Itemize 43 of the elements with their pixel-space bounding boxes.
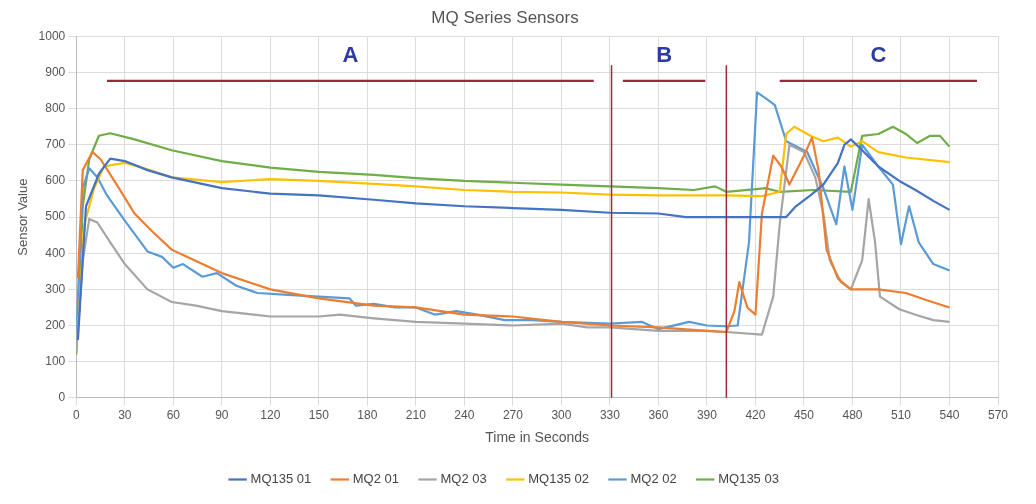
x-tick-label: 360: [648, 408, 669, 423]
legend-label: MQ135 01: [250, 471, 312, 487]
y-tick-label: 100: [45, 353, 66, 368]
y-tick-label: 500: [45, 209, 66, 224]
x-tick-label: 210: [405, 408, 427, 423]
x-tick-label: 180: [357, 408, 378, 423]
y-tick-label: 1000: [38, 28, 66, 43]
x-tick-label: 120: [260, 408, 281, 423]
x-tick-label: 150: [308, 408, 330, 423]
x-tick-label: 270: [502, 408, 524, 423]
x-tick-label: 60: [166, 408, 181, 423]
y-tick-label: 300: [45, 281, 66, 296]
x-tick-label: 480: [842, 408, 863, 423]
y-axis-title: Sensor Value: [15, 178, 31, 256]
annotation: A: [342, 41, 359, 67]
chart-title: MQ Series Sensors: [431, 7, 579, 27]
annotation: C: [870, 41, 887, 67]
y-tick-label: 800: [45, 100, 66, 115]
legend-label: MQ135 02: [528, 471, 589, 487]
x-tick-label: 30: [118, 408, 132, 423]
legend-label: MQ2 01: [352, 471, 400, 487]
x-tick-label: 510: [890, 408, 912, 423]
x-axis-title: Time in Seconds: [485, 429, 590, 446]
annotation: B: [656, 41, 673, 67]
x-tick-label: 90: [215, 408, 229, 423]
x-tick-label: 0: [72, 408, 80, 423]
x-tick-label: 330: [599, 408, 621, 423]
y-tick-label: 200: [45, 317, 66, 332]
x-tick-label: 240: [454, 408, 475, 423]
x-tick-label: 390: [696, 408, 718, 423]
x-tick-label: 450: [793, 408, 815, 423]
y-tick-label: 400: [45, 245, 66, 260]
legend-label: MQ2 03: [440, 471, 487, 487]
x-tick-label: 420: [745, 408, 766, 423]
legend-label: MQ135 03: [718, 471, 779, 487]
y-tick-label: 900: [45, 64, 66, 79]
y-tick-label: 700: [45, 137, 66, 152]
y-tick-label: 600: [45, 173, 66, 188]
x-tick-label: 570: [987, 408, 1009, 423]
x-tick-label: 300: [551, 408, 572, 423]
y-tick-label: 0: [58, 390, 66, 405]
legend-label: MQ2 02: [630, 471, 677, 487]
x-tick-label: 540: [939, 408, 960, 423]
